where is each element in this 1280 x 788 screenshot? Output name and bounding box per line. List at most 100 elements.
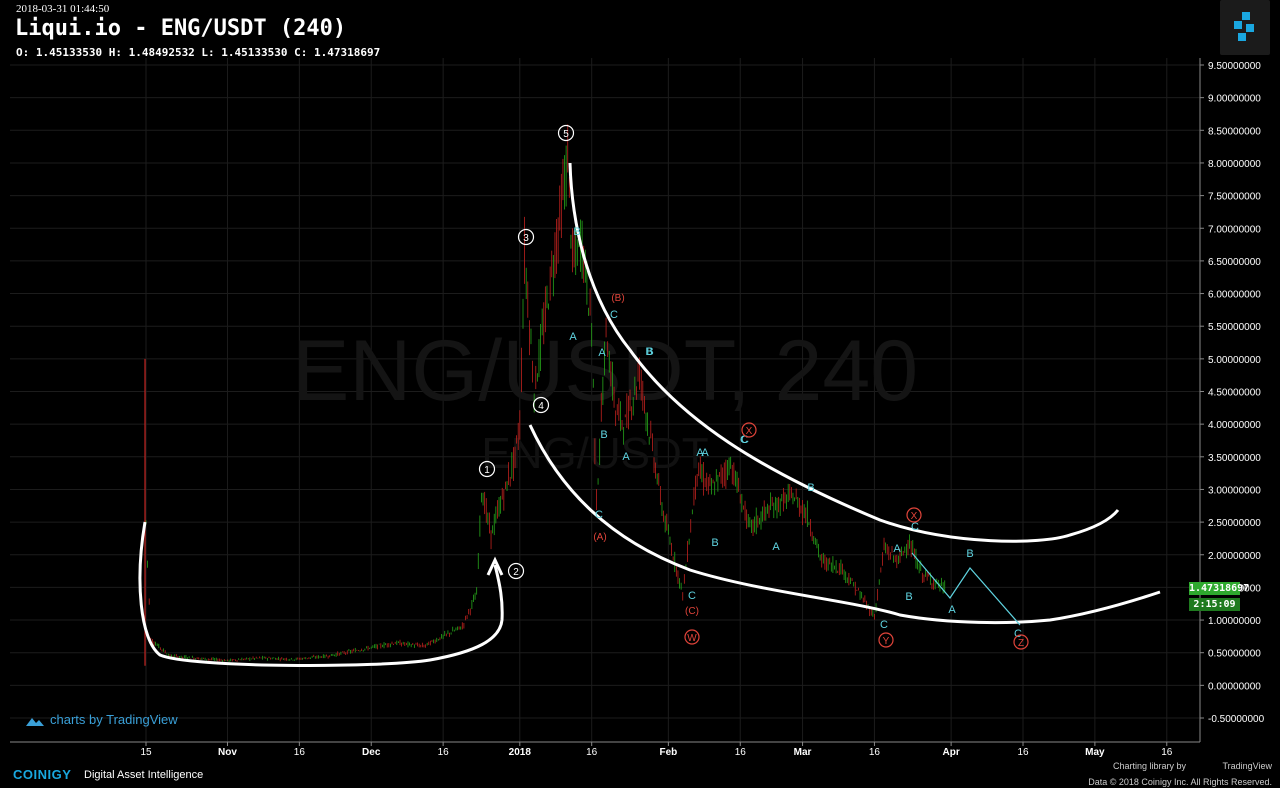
wave-label-red: W bbox=[687, 633, 697, 644]
price-tick-label: 9.00000000 bbox=[1208, 94, 1261, 105]
wave-label-cyan: A bbox=[701, 447, 709, 459]
watermark-main: ENG/USDT, 240 bbox=[292, 323, 918, 419]
tradingview-small-credit[interactable]: TradingView bbox=[1222, 761, 1272, 771]
time-tick-label: Dec bbox=[362, 747, 381, 758]
price-tick-label: 5.00000000 bbox=[1208, 355, 1261, 366]
price-tick-label: 8.50000000 bbox=[1208, 126, 1261, 137]
wave-number: 5 bbox=[563, 129, 569, 140]
time-tick-label: Feb bbox=[659, 747, 677, 758]
wave-number: 4 bbox=[538, 401, 544, 412]
wave-label-red: (B) bbox=[611, 293, 624, 304]
price-tick-label: 7.50000000 bbox=[1208, 192, 1261, 203]
price-tick-label: 1.00000000 bbox=[1208, 616, 1261, 627]
price-tick-label: 8.00000000 bbox=[1208, 159, 1261, 170]
wave-circle-red bbox=[1013, 634, 1029, 650]
wave-label-cyan: A bbox=[772, 541, 780, 553]
wave-number: 1 bbox=[484, 465, 490, 476]
coinigy-tagline: Digital Asset Intelligence bbox=[84, 769, 204, 781]
price-tick-label: 4.00000000 bbox=[1208, 420, 1261, 431]
time-tick-label: 15 bbox=[140, 747, 152, 758]
wave-label-cyan: C bbox=[595, 509, 603, 521]
wave-label-red: (C) bbox=[685, 606, 699, 617]
wave-label-red: Z bbox=[1018, 638, 1024, 649]
wave-label-cyan: A bbox=[622, 451, 630, 463]
wave-circle-red bbox=[741, 422, 757, 438]
wave-label-cyan: A bbox=[696, 447, 704, 459]
price-tick-label: 6.50000000 bbox=[1208, 257, 1261, 268]
chart-grid bbox=[10, 58, 1200, 742]
wave-circle bbox=[517, 228, 535, 246]
price-axis: 9.50000000 9.00000000 8.50000000 8.00000000… bbox=[1199, 58, 1265, 742]
price-tick-label: 7.00000000 bbox=[1208, 224, 1261, 235]
time-tick-label: 16 bbox=[735, 747, 747, 758]
wave-circle bbox=[478, 460, 496, 478]
tradingview-credit-text: charts by TradingView bbox=[50, 712, 178, 727]
wave-number: 2 bbox=[513, 567, 519, 578]
wave-label-cyan: B bbox=[600, 429, 607, 441]
projection-line bbox=[911, 552, 1021, 626]
wave-label-cyan: C bbox=[911, 521, 919, 533]
wave-number: 3 bbox=[523, 233, 529, 244]
wave-label-cyan: C bbox=[740, 434, 748, 446]
wave-label-red: (A) bbox=[593, 532, 606, 543]
time-tick-label: 16 bbox=[438, 747, 450, 758]
tradingview-credit[interactable]: charts by TradingView bbox=[24, 712, 178, 727]
wave-label-red: X bbox=[746, 426, 753, 437]
wave-label-red: Y bbox=[883, 636, 890, 647]
wave-label-cyan: B bbox=[905, 591, 912, 603]
wave-label-cyan: B bbox=[711, 537, 718, 549]
wave-label-cyan: A bbox=[948, 604, 956, 616]
coinigy-brand[interactable]: COINIGY bbox=[13, 767, 72, 782]
wave-label-cyan: A bbox=[598, 347, 606, 359]
time-tick-label: 16 bbox=[1161, 747, 1173, 758]
wave-label-cyan: B bbox=[807, 482, 814, 494]
wave-label-cyan: B bbox=[966, 548, 973, 560]
arrow-head bbox=[486, 556, 504, 576]
wave-label-cyan: A bbox=[893, 543, 901, 555]
wave-label-cyan: C bbox=[610, 309, 618, 321]
wave-label-cyan: C bbox=[688, 590, 696, 602]
time-tick-label: 16 bbox=[586, 747, 598, 758]
wave-label-cyan: C bbox=[741, 434, 749, 446]
time-tick-label: 16 bbox=[1017, 747, 1029, 758]
wave-label-red: X bbox=[911, 511, 918, 522]
tradingview-cloud-icon bbox=[26, 717, 44, 726]
time-tick-label: 2018 bbox=[509, 747, 532, 758]
channel-line bbox=[138, 521, 504, 667]
time-axis: 15 Nov 16 Dec 16 2018 16 Feb 16 Mar 16 Apr 16 May 16 bbox=[10, 741, 1200, 758]
timestamp: 2018-03-31 01:44:50 bbox=[16, 3, 110, 15]
time-tick-label: Mar bbox=[794, 747, 812, 758]
wave-label-cyan: C bbox=[1014, 628, 1022, 640]
wave-label-cyan: A bbox=[569, 331, 577, 343]
wave-circle-red bbox=[878, 632, 894, 648]
time-tick-label: 16 bbox=[869, 747, 881, 758]
channel-line bbox=[528, 424, 1161, 625]
wave-circle bbox=[557, 124, 575, 142]
bar-countdown-label: 2:15:09 bbox=[1189, 598, 1240, 611]
price-tick-label: 0.50000000 bbox=[1208, 649, 1261, 660]
time-tick-label: Nov bbox=[218, 747, 237, 758]
wave-label-cyan: B bbox=[645, 346, 652, 358]
price-tick-label: 2.00000000 bbox=[1208, 551, 1261, 562]
time-tick-label: May bbox=[1085, 747, 1105, 758]
wave-circle bbox=[532, 396, 550, 414]
time-tick-label: Apr bbox=[942, 747, 959, 758]
price-tick-label: 0.00000000 bbox=[1208, 681, 1261, 692]
wave-label-cyan: C bbox=[880, 619, 888, 631]
library-credit: Charting library by bbox=[1112, 761, 1186, 771]
price-tick-label: -0.50000000 bbox=[1208, 714, 1265, 725]
wave-label-cyan: B bbox=[646, 346, 653, 358]
data-credit: Data © 2018 Coinigy Inc. All Rights Rese… bbox=[1088, 777, 1272, 787]
wave-circle-red bbox=[684, 629, 700, 645]
wave-circle bbox=[507, 562, 525, 580]
price-tick-label: 9.50000000 bbox=[1208, 61, 1261, 72]
price-tick-label: 4.50000000 bbox=[1208, 388, 1261, 399]
price-tick-label: 3.00000000 bbox=[1208, 485, 1261, 496]
price-tick-label: 5.50000000 bbox=[1208, 322, 1261, 333]
coinigy-logo-icon[interactable] bbox=[1220, 0, 1270, 55]
ohlc-readout: O: 1.45133530 H: 1.48492532 L: 1.4513353… bbox=[16, 46, 381, 59]
time-tick-label: 16 bbox=[294, 747, 306, 758]
wave-circle-red bbox=[906, 507, 922, 523]
